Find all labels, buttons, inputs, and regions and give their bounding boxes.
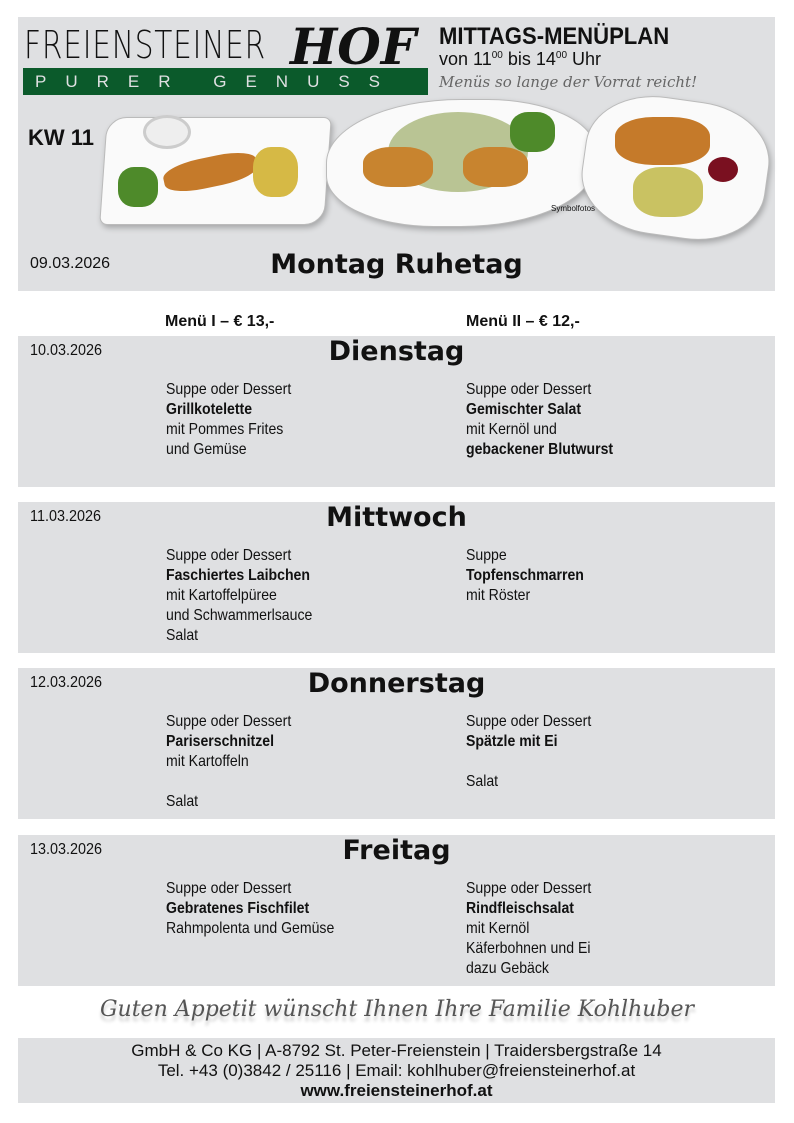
menu-item: Suppe oder Dessert — [166, 713, 292, 730]
menu-item: und Schwammerlsauce — [166, 607, 313, 624]
menu-item: mit Kartoffelpüree — [166, 587, 277, 604]
day-panel: 12.03.2026 Donnerstag Suppe oder Dessert P… — [18, 668, 775, 819]
menu-item: Gemischter Salat — [466, 401, 582, 418]
menu-item: Suppe oder Dessert — [466, 381, 592, 398]
day-panel: 13.03.2026 Freitag Suppe oder Dessert Gebr… — [18, 835, 775, 986]
menu-item — [166, 772, 291, 792]
menu-2-header: Menü II – € 12,- — [466, 313, 580, 330]
day-date: 12.03.2026 — [30, 674, 103, 691]
menu-item: Faschiertes Laibchen — [166, 567, 310, 584]
header-panel: FREIENSTEINER HOF PURER GENUSS MITTAGS-M… — [18, 17, 777, 291]
menu-item: Rindfleischsalat — [466, 900, 574, 917]
menu-item: mit Kartoffeln — [166, 753, 249, 770]
menu-item: Salat — [466, 773, 499, 790]
menu-item: und Gemüse — [166, 441, 247, 458]
menu-item: gebackener Blutwurst — [466, 441, 614, 458]
day-name: Freitag — [342, 835, 451, 866]
menu-item: Salat — [166, 793, 199, 810]
closed-date: 09.03.2026 — [30, 255, 111, 272]
menu2-items: Suppe oder Dessert Gemischter Salat mit Ke… — [466, 380, 613, 460]
photo-note: Symbolfotos — [551, 204, 596, 213]
day-panel: 11.03.2026 Mittwoch Suppe oder Dessert Fas… — [18, 502, 775, 653]
menu-item: Käferbohnen und Ei — [466, 940, 591, 957]
menu2-items: Suppe oder Dessert Rindfleischsalat mit Ke… — [466, 879, 591, 979]
menu-item: mit Pommes Frites — [166, 421, 284, 438]
menu-item: mit Kernöl — [466, 920, 530, 937]
menu-item: Grillkotelette — [166, 401, 253, 418]
slogan: Menüs so lange der Vorrat reicht! — [439, 73, 698, 91]
menu-item: Suppe — [466, 547, 507, 564]
menu1-items: Suppe oder Dessert Grillkotelette mit Pomm… — [166, 380, 291, 460]
greeting: Guten Appetit wünscht Ihnen Ihre Familie… — [99, 997, 695, 1022]
menu1-items: Suppe oder Dessert Faschiertes Laibchen mi… — [166, 546, 312, 646]
menu-1-header: Menü I – € 13,- — [165, 313, 275, 330]
company-address: GmbH & Co KG | A-8792 St. Peter-Freienst… — [131, 1041, 662, 1060]
menu-item: Suppe oder Dessert — [466, 713, 592, 730]
day-date: 10.03.2026 — [30, 342, 103, 359]
day-name: Dienstag — [328, 336, 465, 367]
menu-item: Suppe oder Dessert — [166, 381, 292, 398]
day-panel: 10.03.2026 Dienstag Suppe oder Dessert Gri… — [18, 336, 775, 487]
menu1-items: Suppe oder Dessert Pariserschnitzel mit Ka… — [166, 712, 291, 812]
website-link[interactable]: www.freiensteinerhof.at — [300, 1081, 493, 1100]
footer: GmbH & Co KG | A-8792 St. Peter-Freienst… — [18, 1038, 775, 1103]
day-name: Mittwoch — [326, 502, 467, 533]
menu-item: mit Kernöl und — [466, 421, 557, 438]
menu-item: dazu Gebäck — [466, 960, 549, 977]
menu-item: Gebratenes Fischfilet — [166, 900, 310, 917]
closed-title: Montag Ruhetag — [270, 249, 523, 280]
opening-hours: von 1100 bis 1400 Uhr — [439, 49, 602, 69]
day-name: Donnerstag — [307, 668, 486, 699]
menu1-items: Suppe oder Dessert Gebratenes Fischfilet R… — [166, 879, 334, 939]
menu-item: Rahmpolenta und Gemüse — [166, 920, 335, 937]
menu-item: Suppe oder Dessert — [166, 547, 292, 564]
menu2-items: Suppe Topfenschmarren mit Röster — [466, 546, 584, 606]
day-date: 11.03.2026 — [30, 508, 102, 525]
menu-item: Pariserschnitzel — [166, 733, 275, 750]
day-date: 13.03.2026 — [30, 841, 103, 858]
contact-info: Tel. +43 (0)3842 / 25116 | Email: kohlhu… — [157, 1061, 636, 1080]
menu-item — [466, 752, 591, 772]
menu-item: Salat — [166, 627, 199, 644]
menu-item: Suppe oder Dessert — [166, 880, 292, 897]
menu-item: Topfenschmarren — [466, 567, 584, 584]
menu-item: Suppe oder Dessert — [466, 880, 592, 897]
menu-item: Spätzle mit Ei — [466, 733, 558, 750]
week-number: KW 11 — [28, 125, 95, 150]
menu-item: mit Röster — [466, 587, 531, 604]
menu2-items: Suppe oder Dessert Spätzle mit Ei Salat — [466, 712, 591, 792]
page-title: MITTAGS-MENÜPLAN — [439, 23, 670, 50]
